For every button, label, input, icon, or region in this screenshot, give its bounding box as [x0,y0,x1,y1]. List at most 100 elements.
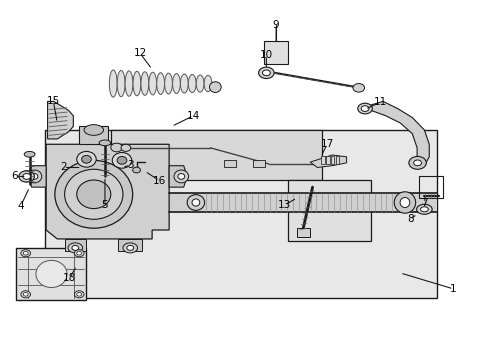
Ellipse shape [109,70,117,97]
Ellipse shape [196,75,203,92]
Text: 17: 17 [320,139,333,149]
Text: 6: 6 [12,171,18,181]
Ellipse shape [122,243,137,253]
Ellipse shape [203,75,211,92]
Polygon shape [325,156,329,164]
Ellipse shape [399,198,409,207]
Ellipse shape [23,251,28,255]
Ellipse shape [121,144,130,152]
Ellipse shape [68,243,82,253]
Ellipse shape [187,195,204,210]
Text: 8: 8 [407,214,413,224]
Ellipse shape [74,249,84,257]
Ellipse shape [84,125,103,135]
Ellipse shape [55,160,132,228]
Text: 5: 5 [102,200,108,210]
Ellipse shape [188,75,196,93]
Polygon shape [224,160,235,167]
Text: 16: 16 [152,176,166,186]
Ellipse shape [21,291,30,298]
Ellipse shape [21,249,30,257]
Ellipse shape [262,70,270,76]
Ellipse shape [117,71,125,97]
Ellipse shape [112,153,131,168]
Ellipse shape [164,73,172,94]
Ellipse shape [81,156,91,163]
Ellipse shape [19,171,34,182]
Ellipse shape [258,67,274,78]
Ellipse shape [180,74,188,93]
Polygon shape [296,228,309,237]
Ellipse shape [192,199,200,206]
Ellipse shape [393,192,415,213]
Ellipse shape [132,167,140,173]
Ellipse shape [117,157,126,164]
Polygon shape [330,156,334,164]
Polygon shape [45,130,436,298]
Text: 14: 14 [186,111,200,121]
Ellipse shape [357,103,372,114]
Ellipse shape [77,251,81,255]
Ellipse shape [125,71,133,96]
Ellipse shape [408,157,426,169]
Ellipse shape [420,207,427,212]
Ellipse shape [172,73,180,94]
Text: 3: 3 [127,160,133,170]
Ellipse shape [23,174,30,179]
Ellipse shape [23,293,28,296]
Ellipse shape [157,73,164,94]
Bar [16,248,86,300]
Text: 9: 9 [272,19,279,30]
Ellipse shape [77,152,96,167]
Ellipse shape [64,169,122,219]
Ellipse shape [361,106,368,111]
Ellipse shape [27,170,41,183]
Bar [418,176,442,198]
Ellipse shape [141,72,148,95]
Ellipse shape [178,174,184,179]
Text: 13: 13 [278,200,291,210]
Text: 18: 18 [62,273,76,283]
Ellipse shape [413,160,421,166]
Ellipse shape [174,170,188,183]
Ellipse shape [111,143,122,152]
Ellipse shape [31,174,38,179]
Text: 2: 2 [60,162,67,172]
Ellipse shape [352,84,364,92]
Text: 4: 4 [18,201,24,211]
Text: 12: 12 [133,48,146,58]
Polygon shape [79,126,108,144]
Ellipse shape [99,140,111,146]
Ellipse shape [126,246,133,250]
Ellipse shape [148,72,156,95]
Bar [264,41,287,64]
Ellipse shape [74,291,84,298]
Text: 1: 1 [449,284,456,294]
Polygon shape [47,102,73,139]
Ellipse shape [72,246,79,250]
Ellipse shape [209,82,221,93]
Text: 10: 10 [259,50,272,60]
Polygon shape [111,130,322,180]
Polygon shape [321,156,324,164]
Polygon shape [370,102,428,166]
Text: 15: 15 [47,96,60,107]
Polygon shape [46,144,169,239]
Polygon shape [287,180,370,241]
Text: 11: 11 [373,97,386,107]
Polygon shape [309,155,346,167]
Text: 7: 7 [420,198,427,208]
Polygon shape [118,239,142,251]
Polygon shape [169,166,187,187]
Ellipse shape [36,260,67,288]
Polygon shape [64,239,86,251]
Polygon shape [169,193,436,212]
Polygon shape [335,156,339,164]
Ellipse shape [416,204,431,214]
Ellipse shape [77,180,111,208]
Ellipse shape [133,71,141,96]
Ellipse shape [77,293,81,296]
Polygon shape [253,160,264,167]
Ellipse shape [24,152,35,157]
Polygon shape [28,166,46,187]
